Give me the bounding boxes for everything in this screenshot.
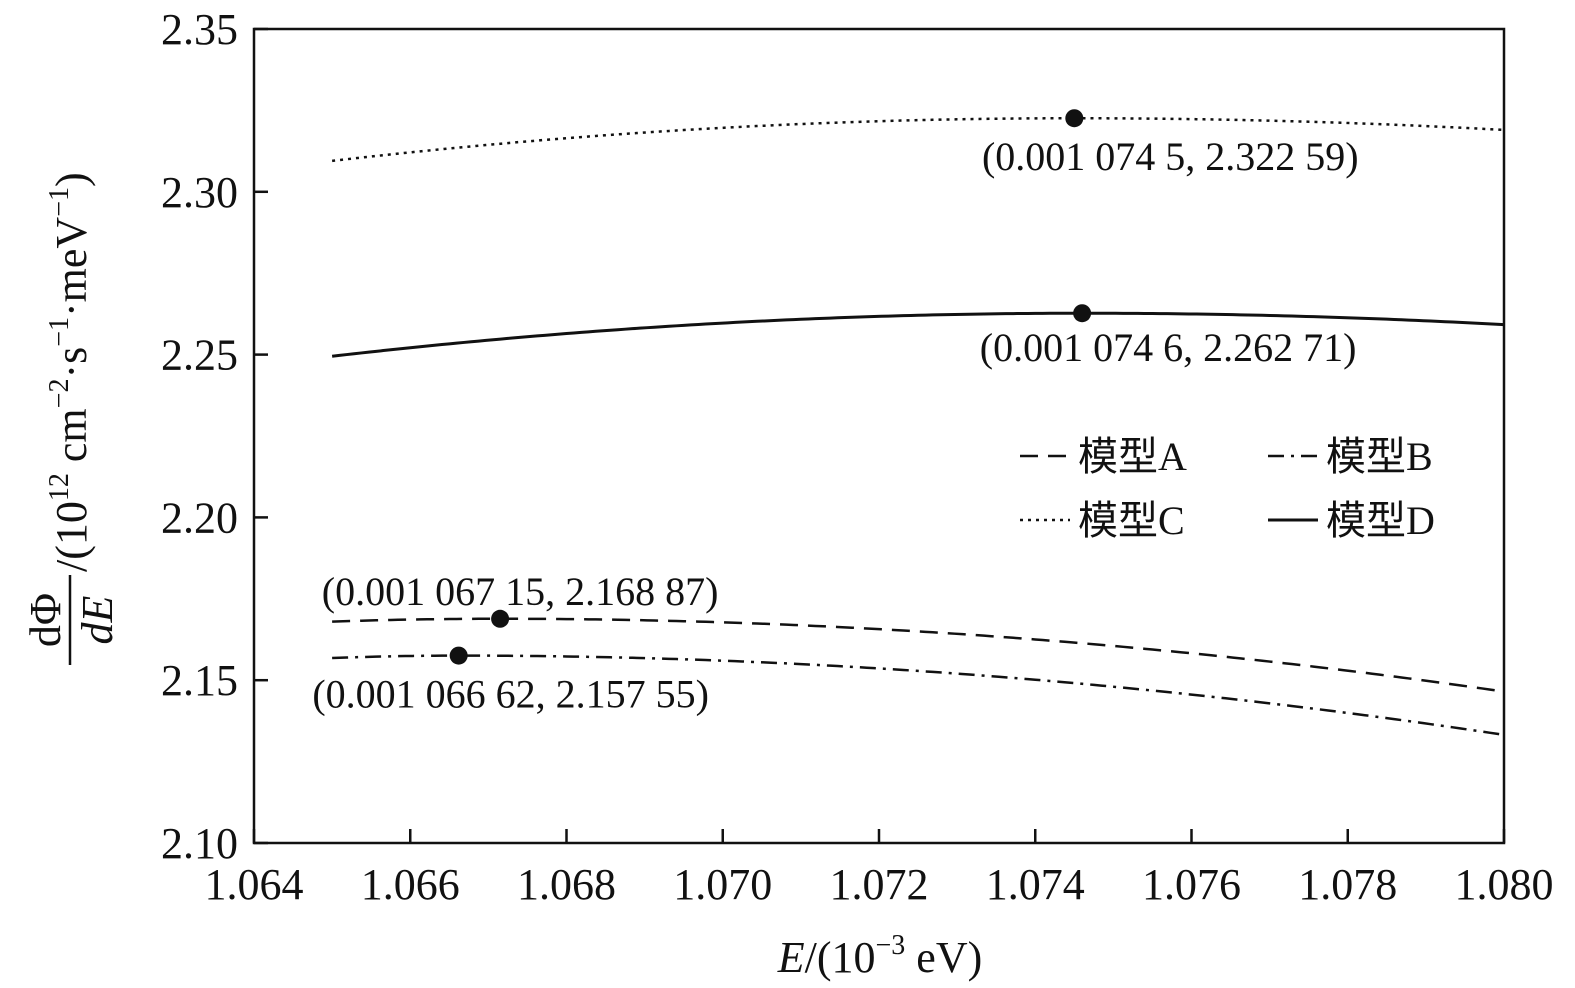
annotation-layer: (0.001 074 5, 2.322 59) (0.001 074 6, 2.2…: [312, 109, 1359, 717]
x-tick-label: 1.070: [673, 860, 772, 909]
annotation-point: [1073, 304, 1092, 323]
annotation-point: [1065, 109, 1084, 128]
x-tick-label: 1.066: [361, 860, 460, 909]
x-tick-label: 1.074: [986, 860, 1085, 909]
x-tick-label: 1.080: [1455, 860, 1554, 909]
x-tick-label: 1.076: [1142, 860, 1241, 909]
y-tick-label: 2.30: [161, 168, 238, 217]
x-tick-label: 1.064: [205, 860, 304, 909]
series-line: [332, 654, 1505, 737]
annotation-point: [449, 646, 468, 665]
x-axis-title-unit: eV): [905, 933, 982, 982]
x-tick-label: 1.078: [1298, 860, 1397, 909]
x-tick-label: 1.072: [830, 860, 929, 909]
x-axis-title-var: E: [777, 933, 805, 982]
y-axis-frac-den: dE: [73, 595, 122, 644]
series-line: [331, 117, 1505, 163]
legend: 模型A 模型B 模型C 模型D: [1020, 434, 1435, 543]
series-layer: [331, 117, 1505, 737]
y-axis-frac-num: dΦ: [21, 593, 70, 647]
y-tick-label: 2.10: [161, 819, 238, 868]
legend-label: 模型D: [1326, 498, 1435, 543]
x-axis-title-sup: −3: [876, 930, 906, 961]
y-axis-title-rest: /(1012 cm−2·s−1·meV−1): [44, 172, 96, 572]
y-tick-label: 2.15: [161, 656, 238, 705]
y-axis-title: dΦ dE /(1012 cm−2·s−1·meV−1): [21, 172, 122, 665]
y-tick-label: 2.25: [161, 331, 238, 380]
legend-label: 模型A: [1078, 434, 1187, 479]
annotation-label: (0.001 074 5, 2.322 59): [982, 134, 1359, 179]
annotation-label: (0.001 067 15, 2.168 87): [322, 569, 719, 614]
annotation-label: (0.001 066 62, 2.157 55): [312, 672, 709, 717]
legend-label: 模型B: [1326, 434, 1433, 479]
x-axis-title-rest: /(10: [805, 933, 876, 982]
annotation-label: (0.001 074 6, 2.262 71): [980, 325, 1357, 370]
y-tick-label: 2.35: [161, 5, 238, 54]
legend-label: 模型C: [1078, 498, 1185, 543]
annotation-point: [491, 609, 510, 628]
y-ticks: 2.10 2.15 2.20 2.25 2.30 2.35: [161, 5, 268, 868]
y-tick-label: 2.20: [161, 493, 238, 542]
x-axis-title: E/(10−3 eV): [777, 930, 983, 982]
x-ticks: 1.064 1.066 1.068 1.070 1.072 1.074 1.076 1.078…: [205, 829, 1554, 909]
x-tick-label: 1.068: [517, 860, 616, 909]
series-line: [331, 311, 1505, 358]
